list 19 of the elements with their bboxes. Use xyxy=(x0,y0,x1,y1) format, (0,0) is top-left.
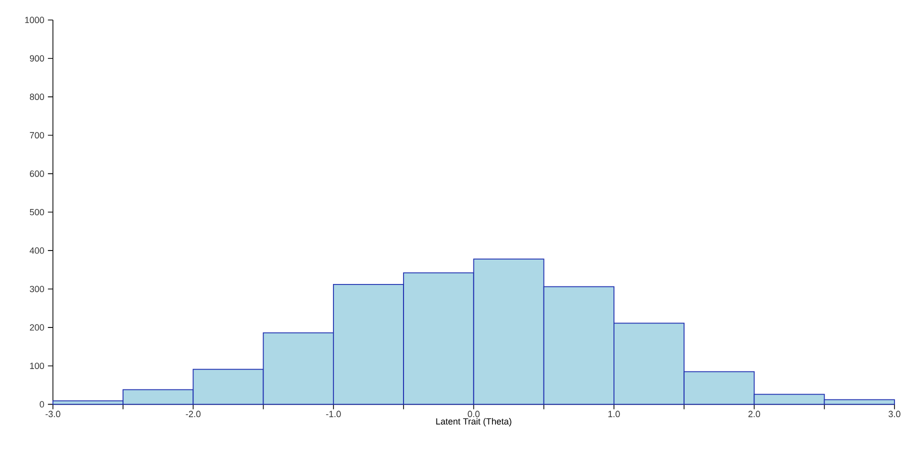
y-tick-label: 0 xyxy=(40,401,44,408)
x-axis-title: Latent Trait (Theta) xyxy=(436,418,512,426)
x-tick-label: 1.0 xyxy=(608,410,620,418)
y-tick-label: 900 xyxy=(30,55,44,62)
y-tick-label: 100 xyxy=(30,362,44,369)
y-tick-label: 200 xyxy=(30,324,44,331)
x-tick-label: 2.0 xyxy=(748,410,760,418)
x-tick-label: 0.0 xyxy=(468,410,480,418)
y-tick-label: 600 xyxy=(30,170,44,177)
y-tick-label: 800 xyxy=(30,94,44,100)
y-tick-label: 400 xyxy=(30,247,44,254)
y-tick-label: 1000 xyxy=(25,16,44,24)
x-tick-label: -1.0 xyxy=(326,410,341,418)
x-tick-label: -2.0 xyxy=(186,410,201,418)
x-tick-label: 3.0 xyxy=(888,410,900,418)
y-tick-label: 300 xyxy=(30,286,44,292)
x-tick-label: -3.0 xyxy=(46,410,60,418)
y-tick-label: 700 xyxy=(30,132,44,138)
y-tick-label: 500 xyxy=(30,208,44,216)
